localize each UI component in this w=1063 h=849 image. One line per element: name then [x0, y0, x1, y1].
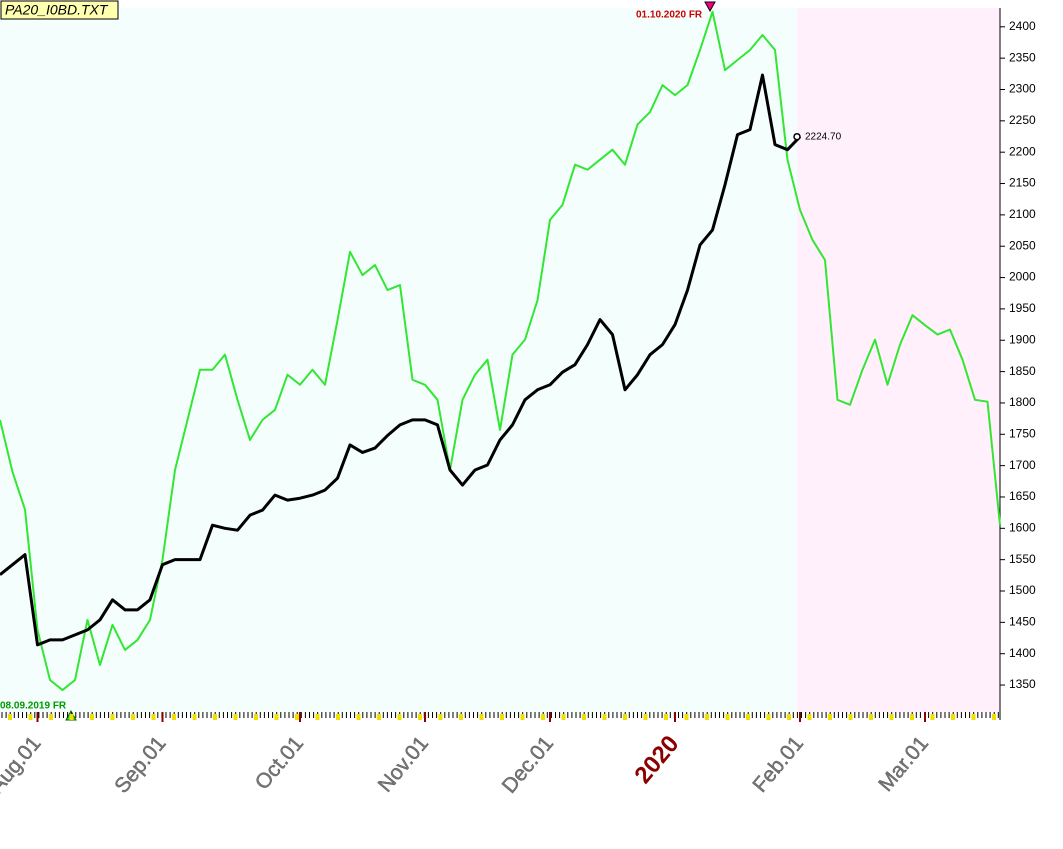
week-marker	[766, 714, 771, 720]
x-tick-label: Feb.01	[748, 732, 808, 797]
week-marker	[500, 714, 504, 720]
low-annotation: 08.09.2019 FR	[0, 701, 67, 712]
week-marker	[992, 714, 996, 720]
y-tick-label: 2350	[1009, 50, 1036, 64]
week-marker	[930, 714, 935, 720]
y-tick-label: 2200	[1009, 144, 1036, 158]
week-marker	[459, 714, 463, 720]
y-tick-label: 1850	[1009, 364, 1036, 378]
week-marker	[8, 714, 12, 720]
week-marker	[172, 714, 176, 720]
week-marker	[705, 714, 709, 720]
week-marker	[213, 714, 217, 720]
week-marker	[807, 714, 812, 720]
week-marker	[582, 714, 586, 720]
week-marker	[49, 714, 53, 720]
week-marker	[377, 714, 381, 720]
week-marker	[295, 714, 299, 720]
week-marker	[561, 714, 566, 720]
x-tick-label: Dec.01	[498, 732, 558, 798]
y-tick-label: 2000	[1009, 270, 1036, 284]
chart-title: PA20_I0BD.TXT	[5, 2, 109, 18]
title-box	[0, 0, 119, 20]
y-tick-label: 1600	[1009, 520, 1036, 534]
week-marker	[602, 714, 607, 720]
week-marker	[233, 714, 238, 720]
week-marker	[684, 714, 689, 720]
week-marker	[254, 714, 258, 720]
week-marker	[131, 714, 135, 720]
y-tick-label: 1450	[1009, 615, 1036, 629]
series-line	[0, 73, 802, 647]
y-tick-label: 1900	[1009, 332, 1036, 346]
y-tick-label: 1500	[1009, 583, 1036, 597]
last-point	[793, 132, 801, 141]
y-tick-label: 1700	[1009, 458, 1036, 472]
value-label: 2224.70	[805, 131, 842, 142]
week-marker	[418, 714, 422, 720]
x-tick-label: Mar.01	[874, 732, 933, 796]
y-tick-label: 1400	[1009, 646, 1036, 660]
y-tick-label: 1800	[1009, 395, 1036, 409]
x-tick-label: Oct.01	[251, 732, 308, 794]
week-marker	[848, 714, 853, 720]
y-tick-label: 2150	[1009, 176, 1036, 190]
y-tick-label: 2100	[1009, 207, 1036, 221]
week-marker	[828, 714, 832, 720]
week-marker	[315, 714, 320, 720]
y-tick-label: 2400	[1009, 19, 1036, 33]
y-tick-label: 2050	[1009, 238, 1036, 252]
week-marker	[110, 714, 115, 720]
week-marker	[787, 714, 791, 720]
y-tick-label: 1950	[1009, 301, 1036, 315]
history-background	[0, 8, 797, 712]
week-marker	[910, 714, 914, 720]
week-marker	[69, 714, 74, 720]
week-marker	[90, 714, 94, 720]
week-marker	[725, 714, 730, 720]
week-marker	[664, 714, 668, 720]
x-tick-label: Sep.01	[110, 732, 170, 798]
week-marker	[520, 714, 525, 720]
y-tick-label: 2300	[1009, 82, 1036, 96]
x-tick-label: Nov.01	[374, 732, 433, 797]
week-marker	[479, 714, 484, 720]
y-tick-label: 1550	[1009, 552, 1036, 566]
week-marker	[971, 714, 976, 720]
series-line	[0, 10, 1001, 692]
week-marker	[869, 714, 873, 720]
x-tick-label: Aug.01	[0, 732, 46, 798]
week-marker	[397, 714, 402, 720]
y-tick-label: 2250	[1009, 113, 1036, 127]
week-marker	[274, 714, 279, 720]
y-tick-label: 1350	[1009, 677, 1036, 691]
y-tick-label: 1650	[1009, 489, 1036, 503]
week-marker	[643, 714, 648, 720]
high-annotation: 01.10.2020 FR	[636, 10, 703, 21]
week-marker	[438, 714, 443, 720]
future-background	[797, 8, 1000, 712]
week-marker	[541, 714, 545, 720]
week-marker	[28, 714, 33, 720]
x-tick-label: 2020	[629, 731, 684, 789]
week-marker	[623, 714, 627, 720]
week-marker	[336, 714, 340, 720]
week-marker	[151, 714, 156, 720]
week-marker	[746, 714, 750, 720]
week-marker	[192, 714, 197, 720]
week-marker	[356, 714, 361, 720]
week-marker	[889, 714, 894, 720]
high-marker	[704, 1, 716, 13]
week-marker	[951, 714, 955, 720]
y-tick-label: 1750	[1009, 426, 1036, 440]
